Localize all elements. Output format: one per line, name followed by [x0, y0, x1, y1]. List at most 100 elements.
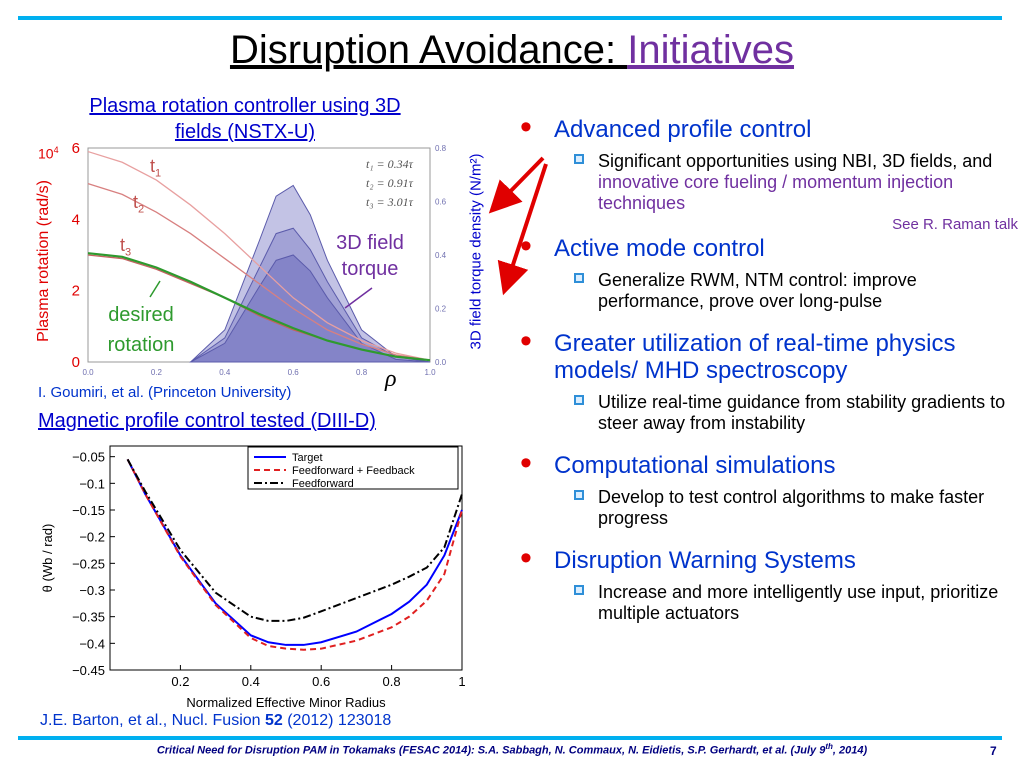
sub-bullet-mark [574, 154, 584, 164]
time-legend-entry: t₂ = 0.91τ [366, 176, 414, 190]
torque-arrow [344, 287, 373, 309]
sub-bullet: Increase and more intelligently use inpu… [554, 582, 1012, 624]
torque-y-label: 3D field torque density (N/m²) [467, 153, 485, 350]
theta-line-target [126, 458, 463, 646]
x-tick-label: 0.6 [312, 674, 330, 689]
y-tick-label: −0.05 [72, 450, 105, 465]
theta-profile-chart: −0.05 −0.1 −0.15 −0.2 −0.25 −0.3 −0.35 −0.4 −0.4… [40, 445, 466, 710]
sub-bullet-text: Significant opportunities using NBI, 3D … [598, 151, 993, 171]
x-tick-label: 0.6 [288, 368, 300, 377]
sub-bullet-mark [574, 490, 584, 500]
x-tick-label: 0.4 [242, 674, 260, 689]
arrow-lower [497, 163, 548, 296]
time-legend-entry: t₃ = 3.01τ [366, 195, 414, 209]
torque-tick-label: 0.6 [435, 198, 447, 207]
desired-annotation: desired rotation [107, 304, 175, 356]
bullet-head: Active mode control [554, 235, 765, 262]
y-tick-label: −0.3 [79, 583, 105, 598]
bullet-head: Greater utilization of real-time physics… [554, 330, 956, 384]
rotation-y-label: Plasma rotation (rad/s) [35, 180, 52, 342]
y-tick-label: −0.15 [72, 503, 105, 518]
x-tick-label: 0.2 [171, 674, 189, 689]
nstx-heading-line1: Plasma rotation controller using 3D [89, 95, 401, 117]
rotation-tick-label: 4 [72, 211, 80, 228]
torque-tick-label: 0.2 [435, 305, 447, 314]
time-legend-entry: t₁ = 0.34τ [366, 157, 414, 171]
y-tick-label: −0.45 [72, 663, 105, 678]
x-tick-label: 0.8 [356, 368, 368, 377]
diii-d-chart: −0.05 −0.1 −0.15 −0.2 −0.25 −0.3 −0.35 −0.4 −0.4… [0, 440, 500, 710]
bullet-dot: • [520, 322, 532, 360]
theta-line-feedforward-feedback [126, 458, 463, 651]
slide-title-accent: Initiatives [627, 28, 795, 72]
rotation-tick-label: 6 [72, 140, 80, 157]
y-tick-label: −0.1 [79, 476, 105, 491]
initiatives-list: • Advanced profile control Significant o… [512, 110, 1018, 624]
sub-bullet-mark [574, 273, 584, 283]
legend-label: Feedforward + Feedback [292, 465, 415, 477]
y-axis-label: θ (Wb / rad) [40, 524, 55, 593]
bullet-head: Advanced profile control [554, 116, 812, 143]
rotation-line-t1 [87, 150, 431, 361]
nstx-heading: Plasma rotation controller using 3D fiel… [40, 93, 450, 145]
x-tick-label: 1.0 [424, 368, 436, 377]
slide-title: Disruption Avoidance: Initiatives [0, 26, 1024, 74]
x-tick-label: 0.2 [151, 368, 163, 377]
rotation-tick-label: 0 [72, 354, 80, 371]
nstx-chart: 6 4 2 0 0.0 0.2 0.4 0.6 0.8 1.0 0.8 0.6 0.4 0.2 0.0 t₁ … [0, 140, 500, 400]
sub-bullet: Significant opportunities using NBI, 3D … [554, 151, 1012, 214]
rotation-line-desired-rotation [87, 252, 431, 362]
sub-bullet-mark [574, 585, 584, 595]
x-tick-label: 0.0 [82, 368, 94, 377]
top-rule [18, 16, 1002, 20]
arrow-upper [488, 156, 545, 214]
bullet-dot: • [520, 108, 532, 146]
desired-arrow [149, 280, 161, 298]
legend-label: Target [292, 452, 323, 464]
exp-label: 104 [38, 145, 59, 162]
sub-bullet: Generalize RWM, NTM control: improve per… [554, 270, 1012, 312]
torque-annotation: 3D field torque [336, 232, 404, 280]
rotation-line-t2 [87, 183, 431, 361]
x-tick-label: 1 [458, 674, 465, 689]
sub-bullet-text: Utilize real-time guidance from stabilit… [598, 392, 1006, 433]
x-axis-label: Normalized Effective Minor Radius [186, 695, 386, 710]
page-number: 7 [990, 744, 997, 758]
y-tick-label: −0.4 [79, 636, 105, 651]
y-tick-label: −0.25 [72, 556, 105, 571]
torque-tick-label: 0.4 [435, 251, 447, 260]
nstx-heading-line2: fields (NSTX-U) [174, 121, 315, 143]
raman-note: See R. Raman talk [892, 216, 1018, 233]
slide-title-main: Disruption Avoidance: [229, 28, 628, 72]
torque-tick-label: 0.8 [435, 144, 447, 153]
footer-citation: Critical Need for Disruption PAM in Toka… [156, 742, 868, 757]
sub-bullet-text: Generalize RWM, NTM control: improve per… [598, 270, 917, 311]
sub-bullet: Develop to test control algorithms to ma… [554, 487, 1012, 529]
bullet-realtime-models: • Greater utilization of real-time physi… [512, 324, 1012, 434]
t3-label: t3 [120, 235, 132, 259]
diii-d-heading: Magnetic profile control tested (DIII-D) [38, 410, 376, 432]
torque-tick-label: 0.0 [435, 358, 447, 367]
torque-area-3 [190, 254, 431, 363]
bullet-dot: • [520, 227, 532, 265]
bullet-warning-systems: • Disruption Warning Systems Increase an… [512, 541, 1012, 624]
sub-bullet-text: Increase and more intelligently use inpu… [598, 582, 999, 623]
sub-bullet-mark [574, 395, 584, 405]
bullet-active-mode: • Active mode control Generalize RWM, NT… [512, 229, 1012, 312]
rotation-tick-label: 2 [72, 283, 80, 300]
bullet-computational: • Computational simulations Develop to t… [512, 446, 1012, 529]
bullet-head: Disruption Warning Systems [554, 547, 856, 574]
x-tick-label: 0.4 [219, 368, 231, 377]
pointer-arrows [488, 156, 548, 296]
sub-bullet-accent: innovative core fueling / momentum injec… [598, 172, 954, 213]
y-tick-label: −0.2 [79, 530, 105, 545]
t1-label: t1 [150, 156, 162, 180]
x-tick-label: 0.8 [383, 674, 401, 689]
theta-line-feedforward [126, 458, 463, 622]
bullet-dot: • [520, 539, 532, 577]
sub-bullet: Utilize real-time guidance from stabilit… [554, 392, 1012, 434]
bullet-advanced-profile: • Advanced profile control Significant o… [512, 110, 1018, 233]
diii-d-citation: J.E. Barton, et al., Nucl. Fusion 52 (20… [40, 712, 392, 729]
nstx-citation: I. Goumiri, et al. (Princeton University… [38, 384, 292, 401]
